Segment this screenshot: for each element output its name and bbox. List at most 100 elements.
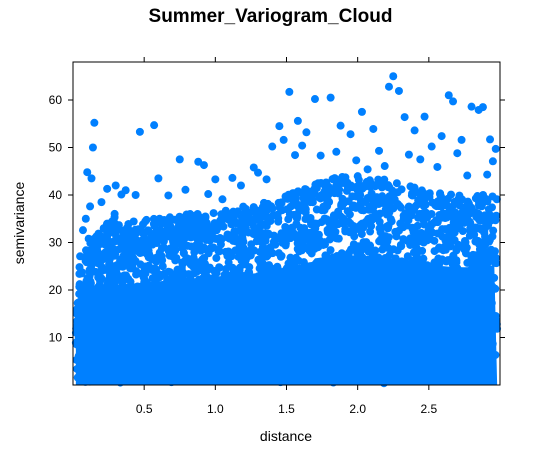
cloud-point: [86, 300, 95, 309]
cloud-point: [487, 203, 496, 212]
cloud-point: [348, 203, 357, 212]
data-points: [71, 72, 500, 361]
cloud-point: [179, 249, 188, 258]
cloud-point: [477, 202, 486, 211]
cloud-point: [386, 323, 395, 332]
cloud-point: [305, 358, 314, 367]
cloud-point: [307, 344, 316, 353]
cloud-point: [239, 202, 248, 211]
cloud-point: [440, 242, 449, 251]
cloud-point: [95, 240, 104, 249]
cloud-point: [230, 357, 239, 366]
data-point: [369, 124, 378, 133]
cloud-point: [82, 246, 91, 255]
cloud-point: [117, 277, 126, 286]
cloud-point: [199, 243, 208, 252]
cloud-point: [113, 225, 122, 234]
cloud-point: [185, 341, 194, 350]
cloud-point: [464, 301, 473, 310]
cloud-point: [101, 317, 110, 326]
cloud-point: [165, 251, 174, 260]
cloud-point: [183, 241, 192, 250]
cloud-point: [109, 249, 118, 258]
cloud-point: [324, 345, 333, 354]
data-point: [88, 143, 97, 152]
cloud-point: [152, 291, 161, 300]
cloud-point: [259, 324, 268, 333]
cloud-point: [234, 317, 243, 326]
cloud-point: [225, 363, 234, 372]
cloud-point: [235, 266, 244, 275]
cloud-point: [245, 328, 254, 337]
cloud-point: [435, 259, 444, 268]
cloud-point: [294, 375, 303, 384]
cloud-point: [174, 311, 183, 320]
cloud-point: [237, 332, 246, 341]
y-tick-label: 10: [49, 331, 63, 345]
cloud-point: [364, 214, 373, 223]
cloud-point: [333, 309, 342, 318]
cloud-point: [397, 242, 406, 251]
cloud-point: [151, 336, 160, 345]
cloud-point: [143, 353, 152, 362]
cloud-point: [425, 192, 434, 201]
cloud-point: [235, 278, 244, 287]
cloud-point: [212, 298, 221, 307]
cloud-point: [402, 278, 411, 287]
cloud-point: [367, 203, 376, 212]
cloud-point: [108, 278, 117, 287]
data-point: [103, 184, 112, 193]
cloud-point: [110, 267, 119, 276]
cloud-point: [101, 251, 110, 260]
cloud-point: [106, 241, 115, 250]
data-point: [404, 150, 413, 159]
cloud-point: [312, 298, 321, 307]
cloud-point: [264, 360, 273, 369]
cloud-point: [142, 374, 151, 383]
cloud-point: [323, 333, 332, 342]
cloud-point: [77, 269, 86, 278]
cloud-point: [190, 211, 199, 220]
cloud-point: [461, 249, 470, 258]
cloud-point: [404, 237, 413, 246]
cloud-point: [203, 266, 212, 275]
data-point: [97, 198, 106, 207]
cloud-point: [215, 284, 224, 293]
cloud-point: [269, 355, 278, 364]
cloud-point: [185, 275, 194, 284]
cloud-point: [116, 237, 125, 246]
data-point: [76, 252, 85, 261]
cloud-point: [440, 342, 449, 351]
cloud-point: [488, 232, 497, 241]
data-point: [164, 191, 173, 200]
cloud-point: [169, 322, 178, 331]
cloud-point: [306, 187, 315, 196]
cloud-point: [475, 245, 484, 254]
cloud-point: [319, 307, 328, 316]
cloud-point: [237, 327, 246, 336]
cloud-point: [98, 336, 107, 345]
cloud-point: [149, 264, 158, 273]
data-point: [483, 170, 492, 179]
point-cloud: [71, 172, 502, 388]
cloud-point: [195, 235, 204, 244]
cloud-point: [370, 302, 379, 311]
cloud-point: [236, 237, 245, 246]
data-point: [491, 144, 500, 153]
cloud-point: [418, 342, 427, 351]
cloud-point: [222, 288, 231, 297]
cloud-point: [249, 203, 258, 212]
cloud-point: [285, 267, 294, 276]
cloud-point: [454, 220, 463, 229]
cloud-point: [337, 375, 346, 384]
cloud-point: [201, 212, 210, 221]
data-point: [394, 86, 403, 95]
cloud-point: [175, 212, 184, 221]
cloud-point: [267, 316, 276, 325]
cloud-point: [425, 366, 434, 375]
data-point: [268, 142, 277, 151]
cloud-point: [135, 317, 144, 326]
cloud-point: [360, 291, 369, 300]
cloud-point: [150, 256, 159, 265]
data-point: [316, 151, 325, 160]
